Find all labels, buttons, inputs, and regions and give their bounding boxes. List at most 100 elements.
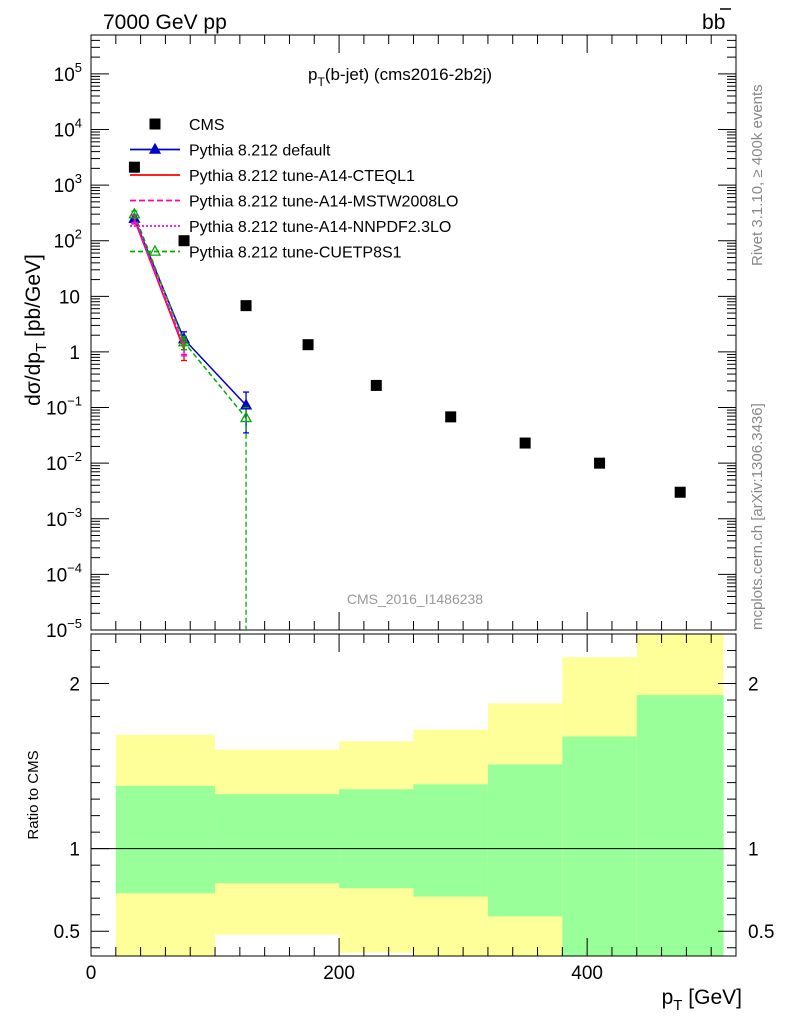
rivet-label: Rivet 3.1.10, ≥ 400k events [749,84,766,266]
legend-label: Pythia 8.212 tune-A14-NNPDF2.3LO [189,219,451,236]
data-point [178,235,190,247]
main-y-tick-label: 10−4 [46,560,82,586]
title-sub: T [317,75,325,89]
process-label: bb [702,8,731,34]
legend-item-pythia-8-212-tune-a14-mstw2008lo: Pythia 8.212 tune-A14-MSTW2008LO [130,194,458,211]
legend-item-pythia-8-212-tune-cuetp8s1: Pythia 8.212 tune-CUETP8S1 [130,245,402,262]
ratio-band-inner [487,764,563,917]
plot-title: pT(b-jet) (cms2016-2b2j) [308,65,492,89]
series-line [133,218,185,346]
x-tick-label: 400 [571,963,603,984]
tick-exponent: 4 [75,115,82,130]
legend: CMS Pythia 8.212 default Pythia 8.212 tune… [130,117,458,262]
main-y-tick-label: 10 [59,287,80,308]
legend-item-cms: CMS [149,117,225,134]
series-cms [128,161,686,498]
legend-marker [148,142,162,154]
mc-point [128,207,141,219]
legend-label: Pythia 8.212 tune-A14-CTEQL1 [189,168,415,185]
ratio-band-inner [562,736,637,956]
ratio-y-tick-label-right: 0.5 [748,922,774,943]
main-y-tick-label: 104 [54,115,82,141]
legend-item-pythia-8-212-default: Pythia 8.212 default [130,143,331,160]
ratio-band-inner [413,784,488,897]
legend-label: Pythia 8.212 tune-CUETP8S1 [189,245,402,262]
main-y-tick-label: 10−3 [46,505,82,531]
data-point [519,437,531,449]
data-point [674,486,686,498]
x-tick-label: 200 [323,963,355,984]
xlabel-sub: T [673,997,682,1014]
legend-marker [148,244,162,256]
main-frame [90,34,737,631]
main-y-tick-label: 1 [69,343,80,364]
mcplots-label: mcplots.cern.ch [arXiv:1306.3436] [749,403,766,630]
data-point [128,161,140,173]
ratio-frame [90,633,737,957]
tick-exponent: −4 [67,560,82,575]
data-point [370,379,382,391]
tick-exponent: −3 [67,505,82,520]
data-point [302,339,314,351]
energy-label: 7000 GeV pp [103,11,227,34]
tick-base: 10 [46,565,67,586]
ratio-band-inner [115,785,216,894]
ylabel-sub: T [33,343,50,352]
series-line [133,213,247,419]
tick-base: 10 [46,621,67,642]
svg-text:bb: bb [702,11,725,34]
mc-point [239,398,253,410]
ratio-y-tick-label: 0.5 [54,922,80,943]
ratio-band-inner [636,695,724,956]
tick-base: 10 [46,454,67,475]
xlabel-unit: [GeV] [682,986,742,1009]
mc-point [239,411,253,423]
main-y-tick-label: 10−2 [46,449,82,475]
main-y-tick-label: 102 [54,227,82,253]
process-bbar: b [714,11,726,34]
x-tick-label: 0 [86,963,97,984]
ylabel-unit: [pb/GeV] [22,254,45,343]
data-point [240,300,252,312]
data-point [445,411,457,423]
tick-exponent: −5 [67,616,82,631]
ratio-y-tick-label: 1 [69,840,80,861]
tick-base: 10 [46,399,67,420]
main-y-tick-label: 10−5 [46,616,82,642]
tick-exponent: 2 [75,227,82,242]
tick-exponent: 3 [75,171,82,186]
tick-base: 10 [54,120,75,141]
tick-exponent: 5 [75,60,82,75]
ratio-panel: 0.5 0.5 1 1 2 2 Ratio to CMS [25,633,774,957]
title-rest: (b-jet) (cms2016-2b2j) [325,65,492,84]
main-y-tick-label: 103 [54,171,82,197]
ratio-y-tick-label-right: 2 [748,675,759,696]
series-pythia-8-212-tune-cuetp8s1 [128,207,253,630]
ratio-bands [115,634,724,956]
ylabel-main: dσ/dp [22,352,45,406]
ratio-y-tick-label-right: 1 [748,840,759,861]
x-tick-labels: 0 200 400 [86,963,603,984]
ratio-y-axis-label: Ratio to CMS [25,750,42,839]
tick-exponent: −1 [67,394,82,409]
process-b: b [702,11,714,34]
legend-item-pythia-8-212-tune-a14-nnpdf2-3lo: Pythia 8.212 tune-A14-NNPDF2.3LO [130,219,451,236]
title-p: p [308,65,317,84]
tick-base: 10 [54,176,75,197]
ratio-y-ticks: 0.5 0.5 1 1 2 2 [54,633,774,949]
main-y-tick-label: 105 [54,60,82,86]
data-point [594,457,606,469]
ratio-band-inner [339,789,414,889]
tick-base: 10 [46,510,67,531]
legend-label: CMS [189,117,225,134]
main-x-ticks [90,35,737,630]
legend-marker [149,118,161,130]
watermark: CMS_2016_I1486238 [347,591,483,607]
legend-item-pythia-8-212-tune-a14-cteql1: Pythia 8.212 tune-A14-CTEQL1 [130,168,415,185]
x-axis-label: pT [GeV] [662,986,742,1014]
xlabel-main: p [662,986,674,1009]
main-y-axis-label: dσ/dpT [pb/GeV] [22,254,50,406]
